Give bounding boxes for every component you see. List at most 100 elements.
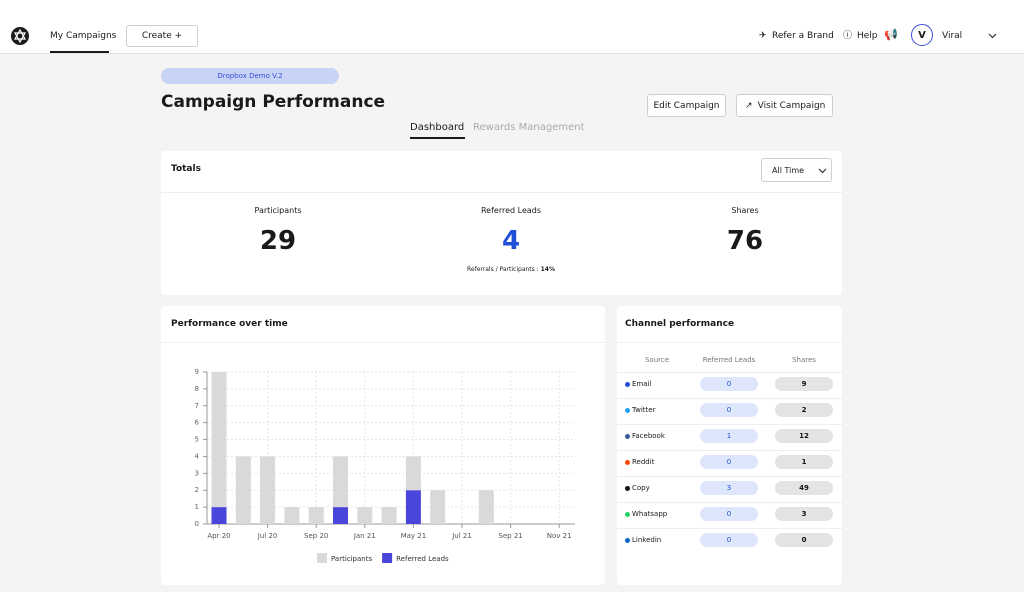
- bar-segment: [211, 372, 227, 508]
- bar-segment: [284, 507, 300, 524]
- edit-campaign-button[interactable]: Edit Campaign: [647, 94, 726, 117]
- x-tick-label: Nov 21: [547, 532, 572, 540]
- column-header: Referred Leads: [702, 356, 756, 364]
- row-divider: [617, 450, 842, 451]
- bar-segment: [405, 456, 421, 491]
- avatar[interactable]: V: [911, 24, 933, 46]
- bar-segment: [211, 507, 227, 524]
- x-tick-label: Jan 21: [353, 532, 376, 540]
- leads-pill: 3: [700, 481, 758, 495]
- source-dot: [625, 434, 630, 439]
- ratio-value: 14%: [540, 266, 555, 273]
- refer-link[interactable]: Refer a Brand: [772, 31, 834, 41]
- divider: [617, 342, 842, 343]
- divider: [161, 192, 842, 193]
- source: Copy: [632, 484, 650, 492]
- stat-label: Referred Leads: [480, 206, 542, 215]
- y-tick-label: 4: [195, 452, 200, 460]
- campaign-tag: Dropbox Demo V.2: [161, 68, 339, 84]
- shares-pill: 0: [775, 533, 833, 547]
- row-divider: [617, 398, 842, 399]
- panel-title: Totals: [171, 164, 201, 174]
- x-tick-label: Sep 20: [304, 532, 328, 540]
- source: Facebook: [632, 432, 665, 440]
- source-dot: [625, 408, 630, 413]
- announce-icon[interactable]: 📢: [884, 28, 898, 41]
- column-header: Source: [644, 356, 670, 364]
- bar-segment: [430, 490, 446, 524]
- shares-pill: 3: [775, 507, 833, 521]
- row-divider: [617, 502, 842, 503]
- user-menu-chevron[interactable]: [988, 33, 997, 39]
- x-tick-label: May 21: [401, 532, 427, 540]
- external-icon: ↗: [745, 101, 753, 111]
- x-tick-label: Jul 20: [257, 532, 278, 540]
- ratio-label: Referrals / Participants :: [467, 266, 539, 273]
- y-tick-label: 9: [195, 368, 199, 376]
- y-tick-label: 3: [195, 469, 199, 477]
- leads-pill: 0: [700, 533, 758, 547]
- bar-segment: [308, 507, 324, 524]
- page-title: Campaign Performance: [161, 92, 386, 112]
- row-divider: [617, 476, 842, 477]
- panel-title: Performance over time: [171, 319, 288, 329]
- y-tick-label: 7: [195, 402, 199, 410]
- ratio: Referrals / Participants : 14%: [467, 264, 555, 276]
- top-nav: My Campaigns Create + ✈ Refer a Brand ⓘ …: [0, 0, 1024, 54]
- leads-pill: 0: [700, 455, 758, 469]
- divider: [161, 342, 605, 343]
- leads-pill: 0: [700, 377, 758, 391]
- bar-segment: [405, 490, 421, 524]
- x-tick-label: Sep 21: [498, 532, 522, 540]
- tab-active[interactable]: Dashboard: [410, 122, 465, 133]
- refer-icon: ✈: [759, 31, 767, 41]
- bar-segment: [357, 507, 373, 524]
- column-header: Shares: [792, 356, 816, 364]
- nav-link[interactable]: My Campaigns: [50, 31, 117, 41]
- logo[interactable]: [11, 27, 29, 45]
- source: Linkedin: [632, 536, 662, 544]
- legend-label: Participants: [331, 555, 372, 563]
- legend-swatch: [382, 553, 393, 563]
- row-divider: [617, 424, 842, 425]
- bar-segment: [333, 456, 348, 508]
- stat-label: Shares: [731, 206, 759, 215]
- help-link[interactable]: Help: [857, 31, 878, 41]
- stat-value: 29: [259, 226, 297, 256]
- visit-campaign-button[interactable]: Visit Campaign: [736, 94, 833, 117]
- panel-title: Channel performance: [625, 319, 735, 329]
- tab[interactable]: Rewards Management: [473, 122, 585, 133]
- source-dot: [625, 538, 630, 543]
- source: Email: [632, 380, 652, 388]
- performance-panel: Performance over time 0 1 2 3 4 5 6 7 8 9 Apr 20 Ju…: [161, 306, 605, 585]
- row-divider: [617, 528, 842, 529]
- help-icon: ⓘ: [843, 31, 853, 41]
- legend-swatch: [317, 553, 327, 563]
- create-button[interactable]: Create +: [126, 25, 198, 47]
- y-tick-label: 6: [195, 419, 200, 427]
- leads-pill: 0: [700, 507, 758, 521]
- shares-pill: 9: [775, 377, 833, 391]
- source: Reddit: [632, 458, 655, 466]
- user-name[interactable]: Viral: [942, 31, 963, 41]
- source: Whatsapp: [632, 510, 668, 518]
- legend-label: Referred Leads: [396, 555, 449, 563]
- shares-pill: 49: [775, 481, 833, 495]
- y-tick-label: 2: [195, 486, 199, 494]
- bar-segment: [333, 507, 348, 524]
- shares-pill: 12: [775, 429, 833, 443]
- source: Twitter: [632, 406, 656, 414]
- stat-label: Participants: [254, 206, 302, 215]
- bar-segment: [478, 490, 494, 524]
- row-divider: [617, 372, 842, 373]
- bar-segment: [260, 456, 276, 524]
- y-tick-label: 0: [195, 520, 199, 528]
- channel-panel: Channel performance Source Referred Lead…: [617, 306, 842, 585]
- source-dot: [625, 460, 630, 465]
- stat-value: 76: [726, 226, 764, 256]
- x-tick-label: Jul 21: [451, 532, 472, 540]
- stat-value: 4: [501, 226, 521, 256]
- bar-segment: [381, 507, 397, 524]
- shares-pill: 2: [775, 403, 833, 417]
